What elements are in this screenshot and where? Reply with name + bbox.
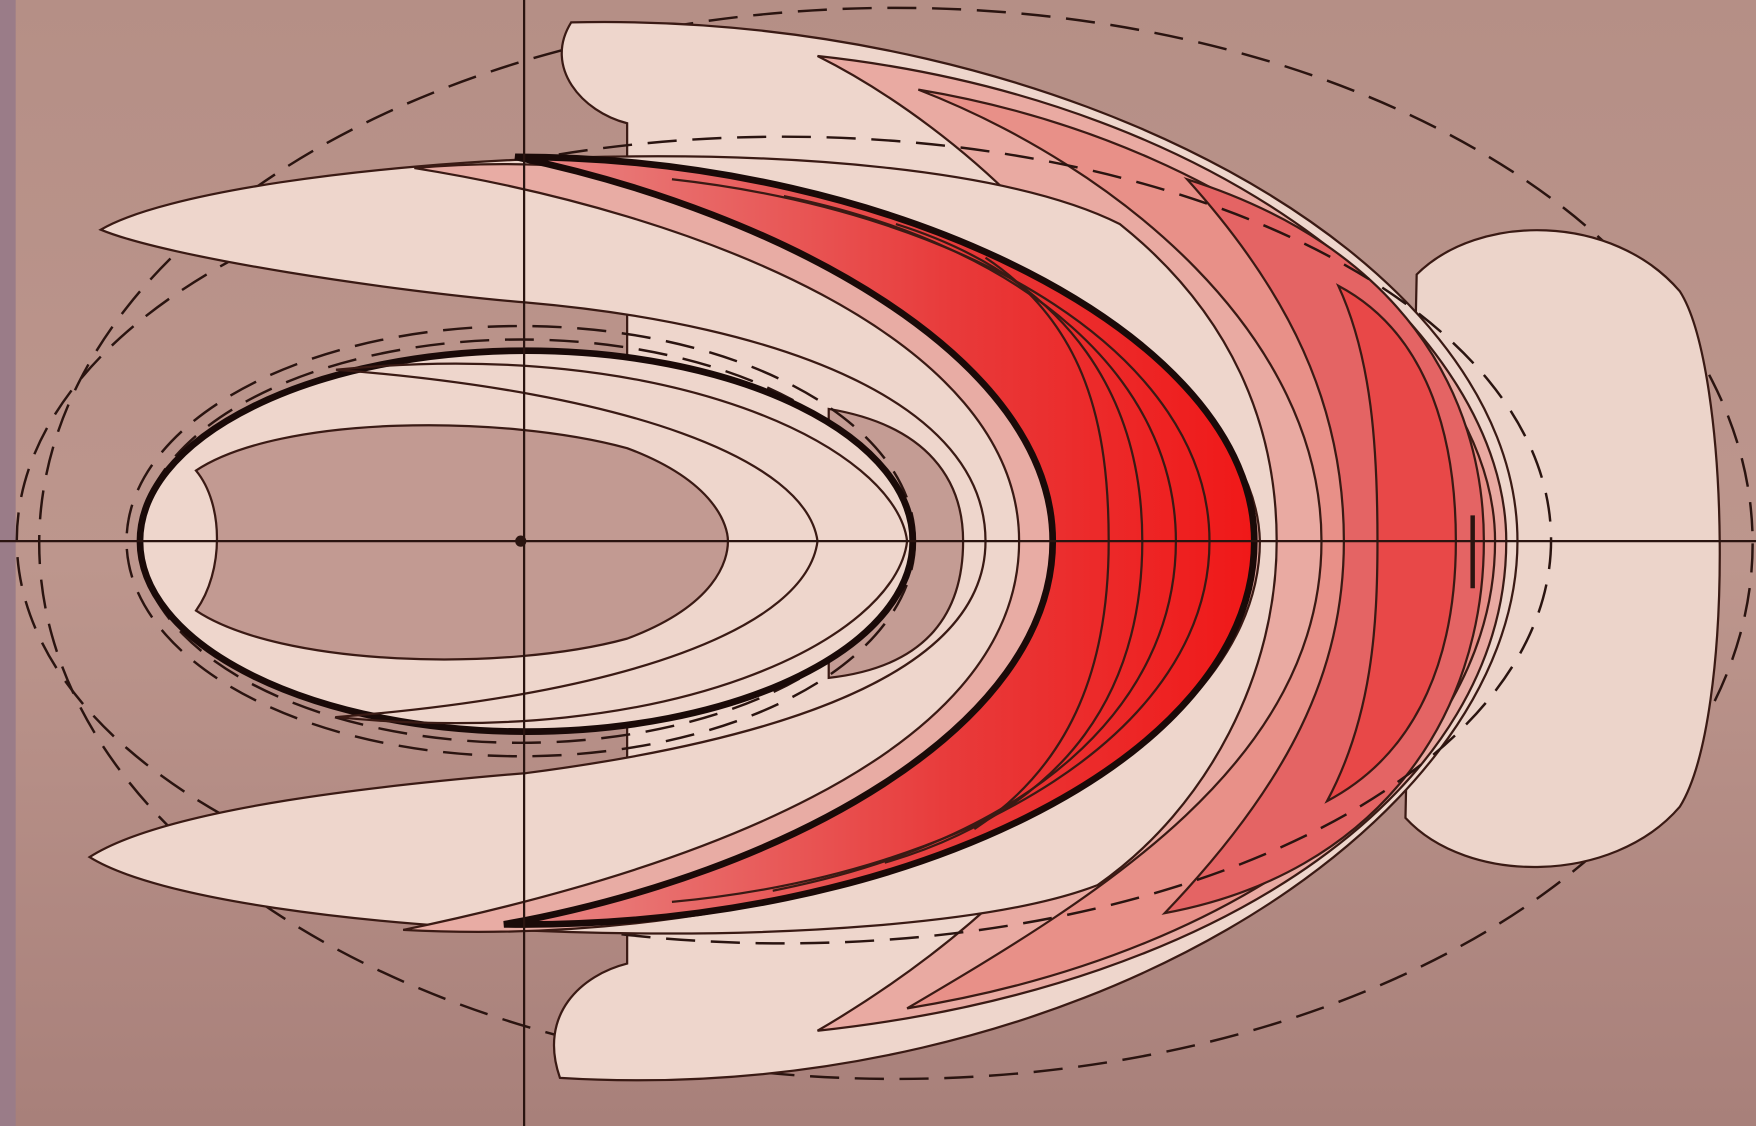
contour-region (1324, 283, 1457, 804)
contour-region (1404, 229, 1721, 869)
contour-region (335, 362, 909, 725)
origin-dot (515, 535, 527, 547)
contour-region (194, 424, 730, 661)
left-edge (0, 0, 16, 1126)
